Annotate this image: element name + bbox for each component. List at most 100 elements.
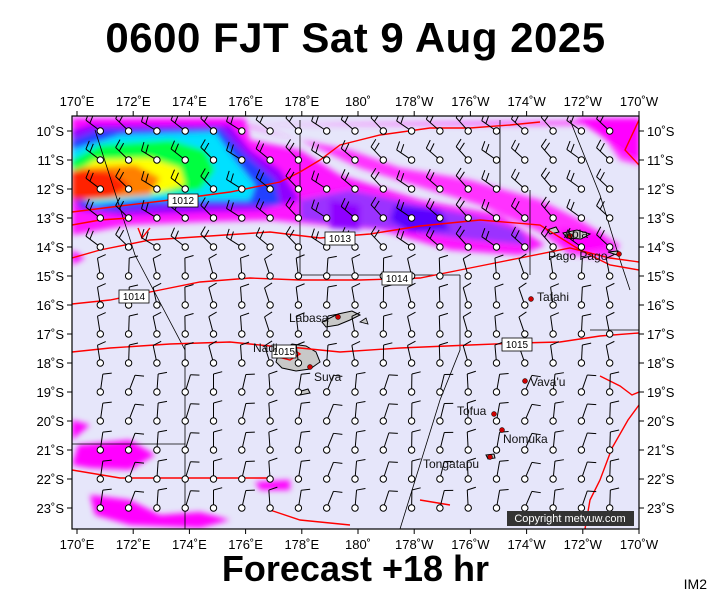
wind-barb	[549, 283, 560, 309]
tongatapu-marker	[487, 454, 493, 460]
wind-barb	[577, 255, 592, 280]
wind-barb	[596, 139, 614, 164]
wind-barb	[407, 311, 416, 338]
lat-label-left: 18˚S	[37, 356, 65, 371]
lon-label-top: 172˚W	[564, 94, 603, 109]
lat-label-right: 22˚S	[647, 472, 675, 487]
lat-label-left: 23˚S	[37, 501, 65, 516]
lon-label-bottom: 176˚W	[451, 537, 490, 552]
wind-barb	[436, 431, 454, 454]
tofua-marker	[491, 411, 497, 417]
lon-label-top: 180˚	[345, 94, 371, 109]
wind-barb	[492, 459, 509, 483]
lon-label-bottom: 174˚E	[172, 537, 207, 552]
wind-barb	[425, 226, 444, 251]
wind-barb	[455, 116, 472, 135]
wind-barb	[200, 139, 218, 164]
wind-barb	[96, 254, 106, 280]
lon-label-bottom: 178˚W	[395, 537, 434, 552]
wind-barb	[226, 141, 246, 164]
wind-barb	[549, 401, 564, 425]
apia-marker	[567, 233, 573, 239]
copyright-box: Copyright metvuw.com	[507, 511, 634, 526]
wind-barb	[294, 341, 305, 367]
wind-barb	[464, 428, 476, 454]
wind-barb	[481, 228, 501, 251]
wind-barb	[323, 255, 337, 280]
wind-barb	[294, 312, 305, 338]
lat-label-left: 11˚S	[38, 153, 65, 168]
wind-barb	[370, 196, 387, 222]
svg-text:1014: 1014	[123, 292, 146, 303]
wind-barb	[140, 141, 161, 164]
wind-barb	[200, 168, 218, 193]
wind-barb	[407, 487, 421, 512]
isobar-lines	[72, 119, 639, 529]
wind-barb	[379, 342, 393, 367]
lat-label-left: 15˚S	[37, 269, 65, 284]
wind-barb	[481, 141, 501, 164]
lat-label-right: 19˚S	[647, 385, 675, 400]
lat-label-left: 13˚S	[37, 211, 65, 226]
wind-barb	[152, 340, 162, 367]
wind-barb	[96, 312, 106, 338]
vavau-marker	[522, 378, 528, 384]
svg-text:1012: 1012	[172, 196, 195, 207]
wind-barb	[238, 431, 255, 454]
place-label-nomuka: Nomuka	[503, 432, 548, 446]
isobar-1015	[72, 332, 639, 353]
wind-barb	[518, 311, 529, 338]
wind-barb	[311, 141, 331, 164]
lat-label-right: 21˚S	[647, 443, 675, 458]
wind-barb	[96, 401, 112, 425]
place-label-apia: Apia	[564, 227, 588, 241]
wind-barb	[606, 400, 620, 425]
wind-barb	[264, 340, 274, 367]
wind-barb	[311, 116, 331, 135]
wind-barb	[140, 116, 161, 135]
place-label-suva: Suva	[314, 370, 342, 384]
wind-barb	[379, 374, 398, 396]
wind-barb	[124, 374, 145, 396]
wind-barb	[351, 283, 361, 309]
forecast-title: 0600 FJT Sat 9 Aug 2025	[105, 14, 606, 61]
wind-barb	[115, 139, 133, 164]
wind-barb	[124, 342, 139, 367]
isobar-label-1012: 1012	[167, 193, 199, 208]
map-frame	[71, 115, 640, 530]
wind-barb	[462, 282, 472, 309]
wind-barb	[577, 374, 597, 396]
lon-label-bottom: 174˚W	[507, 537, 546, 552]
wind-barb	[351, 312, 361, 338]
wind-barb	[596, 197, 614, 222]
wind-barb	[323, 342, 337, 367]
wind-barb	[238, 489, 255, 512]
wind-barb	[124, 432, 145, 454]
wind-barb	[285, 226, 303, 251]
wind-barb	[566, 140, 586, 164]
wind-barb	[209, 429, 223, 454]
lat-label-left: 14˚S	[37, 240, 65, 255]
wind-barb	[226, 228, 246, 251]
wind-barb	[606, 458, 620, 483]
wind-barb	[436, 489, 454, 512]
wind-barb	[455, 196, 472, 222]
lon-label-top: 170˚E	[60, 94, 95, 109]
wind-barb	[115, 116, 133, 135]
lat-label-left: 21˚S	[37, 443, 65, 458]
wind-barb	[209, 487, 223, 512]
wind-barb	[425, 168, 444, 193]
wind-barb	[294, 488, 311, 512]
place-label-tafahi: Tafahi	[537, 290, 569, 304]
wind-barb	[266, 399, 278, 425]
wind-barb	[181, 342, 194, 367]
suva-marker	[307, 364, 313, 370]
wind-barb	[436, 460, 454, 483]
wind-barb	[521, 374, 541, 396]
wind-barb	[521, 432, 541, 454]
svg-text:1014: 1014	[386, 274, 409, 285]
wind-barb	[464, 486, 476, 512]
lon-label-top: 176˚W	[451, 94, 490, 109]
wind-barb	[549, 254, 560, 280]
wind-barb	[96, 283, 106, 309]
